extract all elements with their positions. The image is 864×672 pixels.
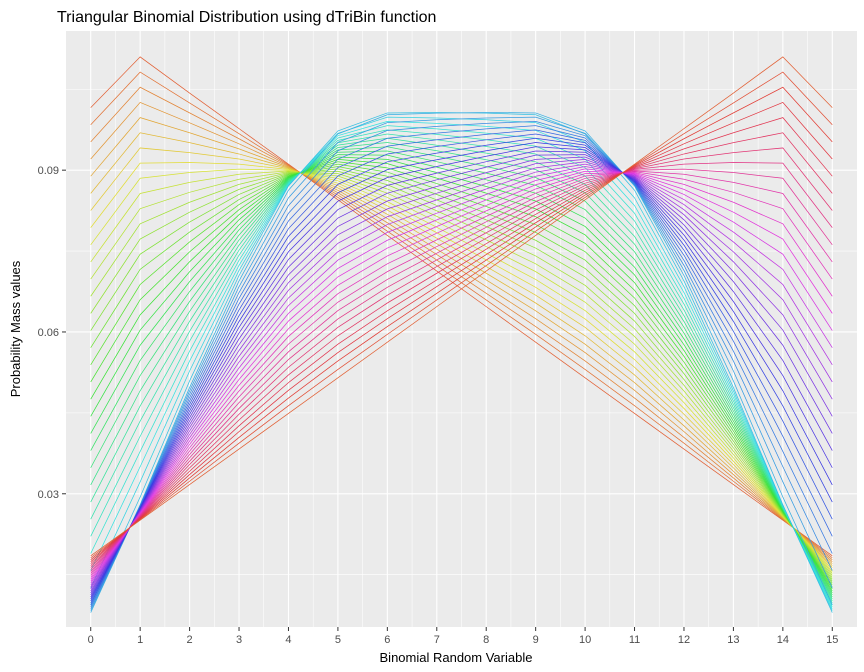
series-line: [90, 147, 833, 568]
series-line: [90, 168, 833, 572]
x-tick-label: 1: [137, 634, 143, 646]
x-tick-label: 11: [629, 634, 640, 646]
series-line: [90, 132, 833, 566]
series-line: [90, 170, 833, 580]
x-tick-label: 13: [727, 634, 739, 646]
chart-title: Triangular Binomial Distribution using d…: [57, 9, 436, 26]
series-line: [90, 156, 833, 592]
y-tick-label: 0.09: [38, 165, 59, 177]
series-line: [90, 112, 833, 613]
series-line: [90, 86, 833, 561]
x-tick-label: 4: [285, 634, 291, 646]
x-tick-label: 15: [826, 634, 838, 646]
series-line: [90, 133, 833, 603]
series-line: [90, 166, 833, 584]
y-axis-title: Probability Mass values: [8, 260, 23, 397]
series-line: [90, 159, 833, 590]
series-line: [90, 171, 833, 576]
series-line: [90, 125, 833, 607]
series-line: [90, 142, 833, 600]
series-line: [90, 71, 833, 559]
x-tick-label: 0: [88, 634, 94, 646]
series-line: [90, 150, 833, 596]
series-line: [90, 168, 833, 582]
series-line: [90, 101, 833, 562]
x-tick-label: 2: [187, 634, 193, 646]
x-axis-ticks: 0 1 2 3 4 5 6 7 8 9 10 11 12 13 14 15: [88, 627, 838, 646]
x-tick-label: 5: [335, 634, 341, 646]
x-axis-title: Binomial Random Variable: [380, 650, 533, 665]
series-line: [90, 170, 833, 574]
series-line: [90, 154, 833, 594]
x-tick-label: 14: [777, 634, 789, 646]
series-line: [90, 163, 833, 586]
grid-major-lines: [66, 31, 857, 627]
series-line: [90, 137, 833, 601]
series-line: [90, 117, 833, 564]
grid-minor-lines: [66, 31, 857, 627]
series-line: [90, 121, 833, 609]
x-tick-label: 12: [678, 634, 690, 646]
x-tick-label: 7: [434, 634, 440, 646]
y-axis-ticks: 0.03 0.06 0.09: [38, 165, 66, 501]
x-tick-label: 8: [483, 634, 489, 646]
series-line: [90, 129, 833, 605]
x-tick-label: 3: [236, 634, 242, 646]
series-line: [90, 172, 833, 578]
series-line: [90, 56, 833, 557]
y-tick-label: 0.03: [38, 489, 59, 501]
y-tick-label: 0.06: [38, 327, 59, 339]
x-tick-label: 6: [384, 634, 390, 646]
series-line: [90, 116, 833, 611]
series-line: [90, 161, 833, 588]
x-tick-label: 10: [579, 634, 591, 646]
series-lines: [90, 56, 833, 613]
series-line: [90, 146, 833, 598]
series-line: [90, 162, 833, 570]
x-tick-label: 9: [533, 634, 539, 646]
